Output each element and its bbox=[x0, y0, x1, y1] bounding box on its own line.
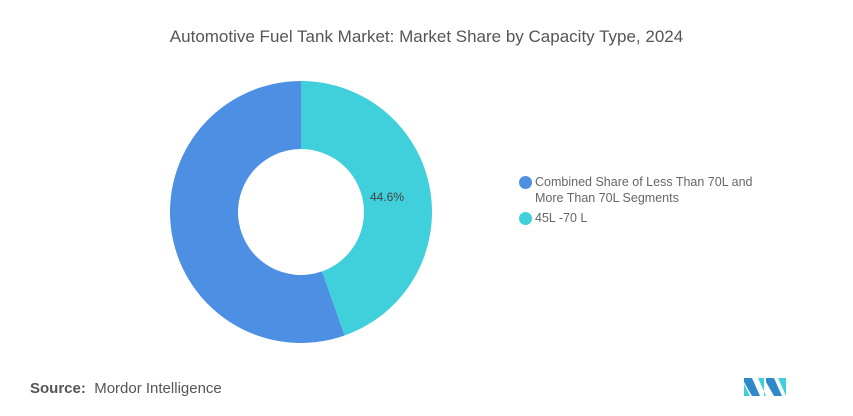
legend: Combined Share of Less Than 70L and More… bbox=[519, 174, 780, 230]
legend-item-combined[interactable]: Combined Share of Less Than 70L and More… bbox=[519, 174, 780, 206]
donut-slice-1[interactable] bbox=[170, 81, 345, 343]
source-note: Source: Mordor Intelligence bbox=[30, 380, 222, 397]
legend-swatch bbox=[519, 212, 532, 225]
legend-item-45-70[interactable]: 45L -70 L bbox=[519, 210, 780, 226]
mordor-logo bbox=[744, 378, 786, 396]
legend-label: Combined Share of Less Than 70L and More… bbox=[535, 175, 753, 205]
donut-slice-0[interactable] bbox=[301, 81, 433, 336]
legend-swatch bbox=[519, 176, 532, 189]
source-label: Source: bbox=[30, 380, 86, 397]
slice-data-label: 44.6% bbox=[370, 190, 404, 204]
source-value: Mordor Intelligence bbox=[94, 380, 222, 397]
chart-title: Automotive Fuel Tank Market: Market Shar… bbox=[169, 27, 684, 46]
legend-label: 45L -70 L bbox=[535, 211, 588, 225]
